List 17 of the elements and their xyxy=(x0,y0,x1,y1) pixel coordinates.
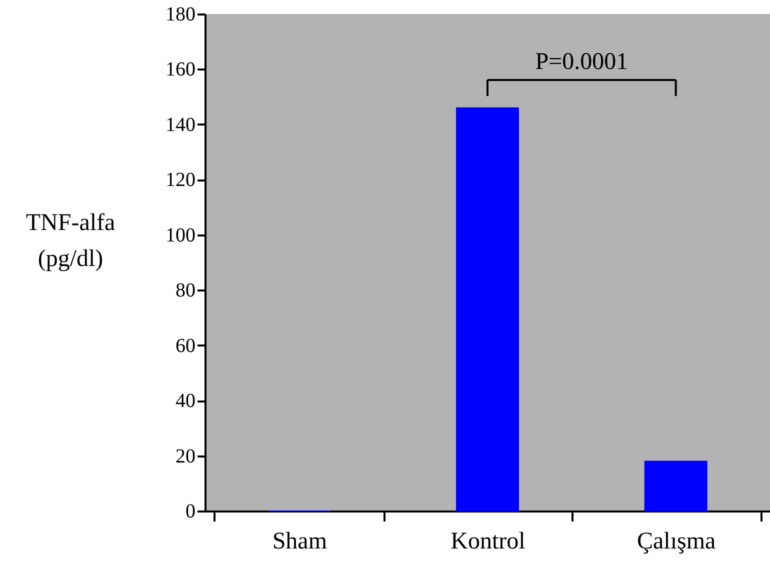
y-tick-label: 40 xyxy=(176,390,196,412)
y-tick-label: 60 xyxy=(176,334,196,357)
y-axis-title: TNF-alfa (pg/dl) xyxy=(26,210,116,272)
x-tick-label: Kontrol xyxy=(450,528,526,554)
y-tick-label: 0 xyxy=(186,500,196,522)
bar xyxy=(644,460,708,512)
annotation: P=0.0001 xyxy=(535,49,628,75)
y-tick-label: 120 xyxy=(166,169,196,192)
y-tick-label: 20 xyxy=(176,445,196,468)
bar xyxy=(456,107,519,512)
y-tick-label: 100 xyxy=(166,224,196,246)
x-tick-label: Sham xyxy=(272,528,328,554)
y-tick-label: 80 xyxy=(176,280,196,302)
y-tick-label: 160 xyxy=(166,58,196,81)
x-tick-label: Çalışma xyxy=(637,528,716,554)
y-tick-label: 180 xyxy=(166,4,196,26)
y-tick-label: 140 xyxy=(166,114,196,136)
